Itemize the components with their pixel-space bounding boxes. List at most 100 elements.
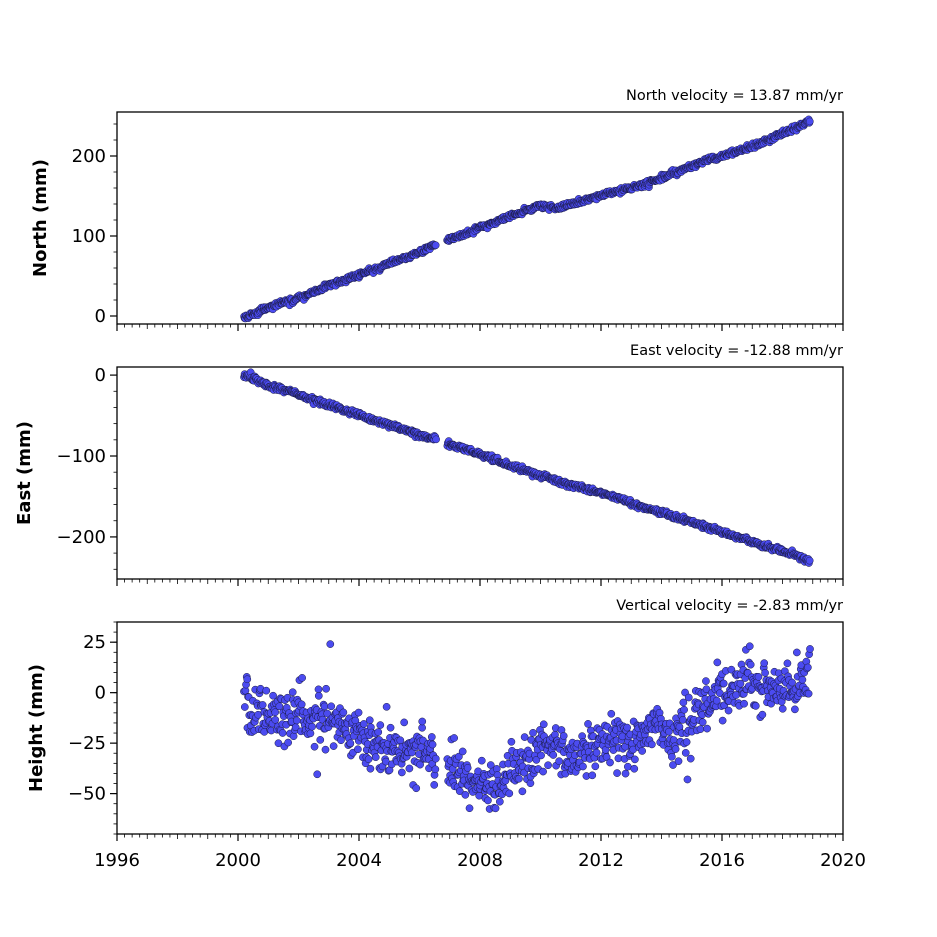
height-point — [668, 752, 676, 761]
height-point — [314, 691, 323, 700]
north-point — [431, 241, 440, 250]
height-point — [539, 767, 547, 776]
east-y-tick-label: −100 — [57, 446, 106, 467]
height-x-tick-label: 2016 — [699, 850, 745, 871]
height-point — [630, 764, 639, 773]
height-point — [681, 749, 690, 757]
height-point — [702, 677, 710, 685]
east-y-tick-label: −200 — [57, 527, 106, 548]
height-point — [606, 758, 614, 767]
height-point — [680, 705, 688, 714]
height-x-tick-label: 2020 — [820, 850, 866, 871]
height-point — [316, 736, 325, 744]
height-point — [740, 699, 748, 708]
east-axes-frame — [116, 366, 844, 580]
height-point — [746, 660, 755, 669]
height-point — [431, 754, 440, 763]
height-point — [298, 674, 306, 682]
height-point — [549, 751, 558, 759]
height-x-tick-label: 1996 — [94, 850, 140, 871]
height-panel: 1996 2000 2004 2008 2012 2016 2020 25 0 −25 −50 Ver… — [26, 598, 866, 871]
height-x-tick-label: 2000 — [215, 850, 261, 871]
height-point — [322, 684, 330, 693]
height-point — [648, 740, 656, 749]
height-point — [591, 762, 600, 771]
height-point — [450, 734, 458, 742]
height-point — [544, 761, 552, 770]
height-point — [416, 760, 424, 769]
height-point — [396, 736, 405, 745]
height-point — [398, 768, 406, 777]
height-point — [313, 770, 322, 779]
east-title: East velocity = -12.88 mm/yr — [630, 343, 843, 359]
height-point — [463, 764, 472, 772]
east-y-tick-label: 0 — [95, 365, 106, 386]
height-point — [354, 708, 363, 717]
height-point — [376, 721, 385, 729]
height-point — [455, 787, 464, 796]
height-point — [804, 689, 813, 698]
height-point — [491, 804, 500, 813]
height-point — [702, 685, 711, 694]
east-point — [432, 435, 440, 444]
height-point — [724, 706, 733, 715]
height-point — [288, 688, 297, 697]
height-point — [696, 725, 705, 733]
height-point — [274, 739, 283, 748]
height-point — [278, 729, 287, 737]
east-point — [805, 556, 814, 565]
height-point — [418, 717, 427, 726]
height-point — [365, 716, 374, 725]
height-point — [529, 728, 537, 737]
height-point — [484, 796, 492, 805]
height-point — [269, 691, 277, 700]
height-point — [532, 756, 541, 764]
height-point — [623, 762, 632, 771]
height-point — [537, 751, 545, 760]
height-y-tick-label: −50 — [68, 784, 106, 805]
height-point — [719, 679, 728, 688]
height-x-tick-label: 2012 — [578, 850, 624, 871]
height-point — [783, 659, 792, 668]
height-point — [760, 659, 769, 668]
height-point — [674, 757, 683, 766]
height-point — [386, 723, 395, 732]
north-point — [805, 117, 814, 126]
height-point — [745, 642, 754, 651]
height-point — [329, 742, 338, 750]
height-point — [327, 702, 336, 711]
height-point — [751, 702, 760, 710]
height-y-tick-label: 0 — [95, 683, 106, 704]
height-point — [623, 723, 631, 732]
height-point — [321, 745, 330, 754]
height-point — [310, 742, 319, 751]
height-point — [320, 702, 329, 711]
height-point — [791, 705, 799, 714]
height-point — [359, 720, 368, 728]
height-point — [669, 736, 678, 744]
north-title: North velocity = 13.87 mm/yr — [626, 88, 843, 104]
height-point — [428, 740, 437, 749]
height-point — [400, 718, 409, 727]
height-point — [465, 804, 474, 813]
height-point — [271, 708, 280, 717]
height-point — [306, 729, 315, 738]
height-y-tick-label: −25 — [68, 733, 106, 754]
height-point — [613, 769, 621, 777]
height-point — [346, 739, 355, 748]
height-point — [698, 718, 707, 727]
height-point — [607, 709, 616, 718]
height-y-tick-label: 25 — [83, 632, 106, 653]
height-point — [671, 745, 680, 753]
height-point — [262, 686, 271, 695]
height-point — [758, 710, 767, 719]
height-point — [431, 765, 440, 774]
height-point — [258, 701, 267, 709]
height-point — [806, 645, 814, 653]
height-point — [240, 703, 249, 711]
height-point — [275, 702, 284, 711]
height-point — [505, 789, 514, 798]
height-point — [703, 724, 711, 733]
height-point — [284, 738, 292, 747]
